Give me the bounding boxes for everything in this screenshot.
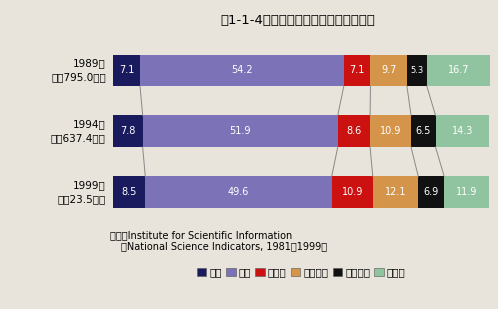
Bar [435, 115, 489, 147]
Text: 10.9: 10.9 [380, 126, 401, 136]
Text: 16.7: 16.7 [448, 66, 469, 75]
Text: 11.9: 11.9 [456, 187, 477, 197]
Bar [411, 115, 435, 147]
Bar [344, 54, 371, 86]
Bar [114, 115, 142, 147]
Text: 5.3: 5.3 [410, 66, 423, 75]
Text: 合計795.0万件: 合計795.0万件 [51, 73, 106, 83]
Bar [427, 54, 490, 86]
Bar [370, 115, 411, 147]
Text: 合計23.5万件: 合計23.5万件 [58, 194, 106, 204]
Text: 7.8: 7.8 [121, 126, 135, 136]
Text: 8.5: 8.5 [122, 187, 137, 197]
Text: 1999年: 1999年 [73, 180, 106, 190]
Bar [418, 176, 444, 208]
Text: 1994年: 1994年 [73, 119, 106, 129]
Text: 10.9: 10.9 [342, 187, 363, 197]
Text: 資料：Institute for Scientific Information: 資料：Institute for Scientific Information [110, 230, 292, 240]
Text: 14.3: 14.3 [452, 126, 473, 136]
Text: 54.2: 54.2 [231, 66, 252, 75]
Text: 12.1: 12.1 [385, 187, 406, 197]
Bar [140, 54, 344, 86]
Text: 9.7: 9.7 [381, 66, 396, 75]
Bar [114, 54, 140, 86]
Bar [407, 54, 427, 86]
Bar [142, 115, 338, 147]
Text: 合計637.4万件: 合計637.4万件 [51, 133, 106, 143]
Legend: 日本, 米国, ドイツ, イギリス, フランス, その他: 日本, 米国, ドイツ, イギリス, フランス, その他 [193, 263, 410, 281]
Text: 49.6: 49.6 [228, 187, 249, 197]
Bar [332, 176, 373, 208]
Text: 1989年: 1989年 [73, 58, 106, 68]
Text: 51.9: 51.9 [230, 126, 251, 136]
Bar [371, 54, 407, 86]
Text: 6.9: 6.9 [424, 187, 439, 197]
Text: 7.1: 7.1 [350, 66, 365, 75]
Bar [114, 176, 145, 208]
Text: 8.6: 8.6 [346, 126, 362, 136]
Text: 「National Science Indicators, 1981－1999」: 「National Science Indicators, 1981－1999」 [121, 241, 327, 251]
Bar [373, 176, 418, 208]
Text: 第1-1-4図　主要国の被引用回数シェア: 第1-1-4図 主要国の被引用回数シェア [220, 14, 375, 27]
Bar [338, 115, 370, 147]
Bar [444, 176, 489, 208]
Text: 6.5: 6.5 [416, 126, 431, 136]
Text: 7.1: 7.1 [119, 66, 134, 75]
Bar [145, 176, 332, 208]
